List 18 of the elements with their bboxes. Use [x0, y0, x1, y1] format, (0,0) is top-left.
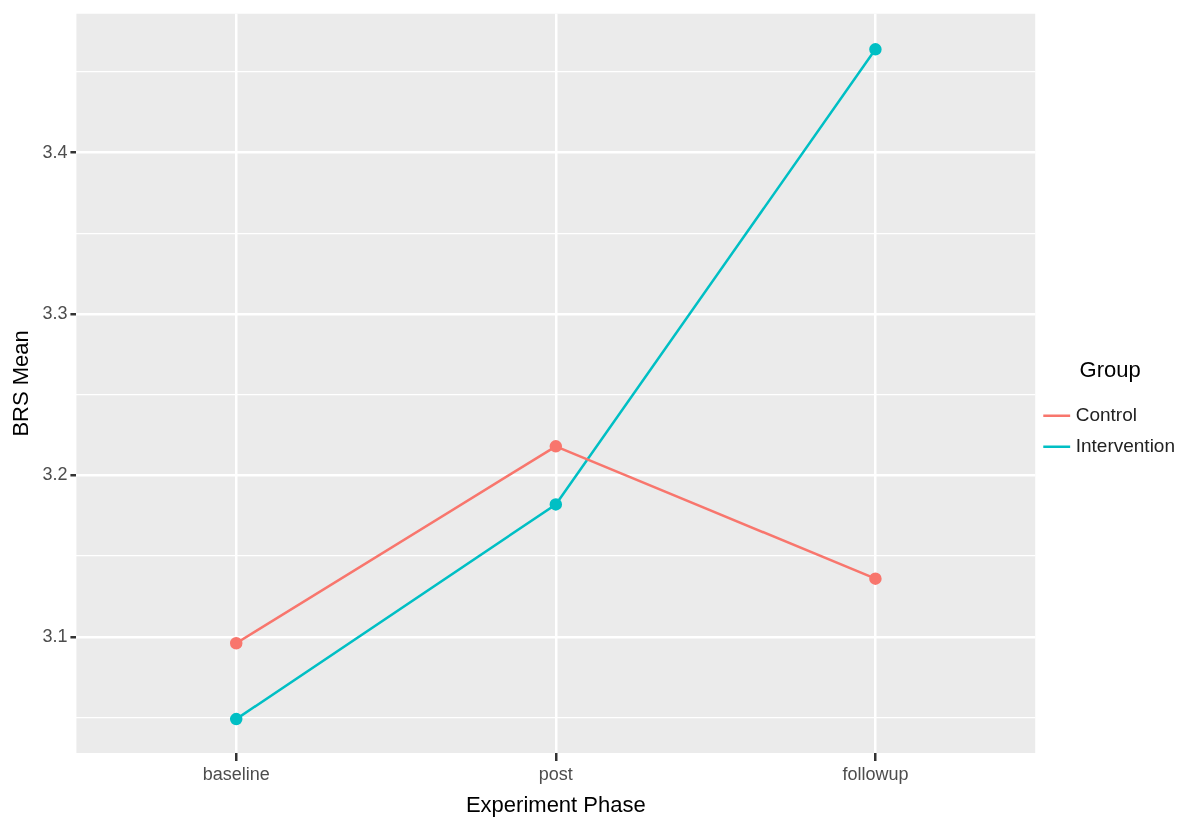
point — [869, 43, 882, 56]
legend-label: Control — [1075, 403, 1137, 425]
x-tick-label: followup — [842, 763, 909, 784]
x-axis-title: Experiment Phase — [465, 791, 646, 817]
point — [549, 440, 563, 453]
y-tick-label: 3.2 — [42, 464, 68, 485]
point — [229, 637, 243, 650]
y-tick-label: 3.4 — [42, 141, 68, 162]
legend-title: Group — [1079, 356, 1141, 382]
y-tick-label: 3.3 — [42, 302, 68, 323]
y-tick-label: 3.1 — [42, 625, 68, 646]
point — [229, 712, 243, 726]
point — [869, 572, 882, 585]
legend-label: Intervention — [1075, 434, 1176, 456]
x-tick-label: post — [538, 763, 573, 784]
point — [549, 498, 563, 511]
x-tick-label: baseline — [202, 763, 270, 784]
y-axis-title: BRS Mean — [8, 330, 34, 437]
